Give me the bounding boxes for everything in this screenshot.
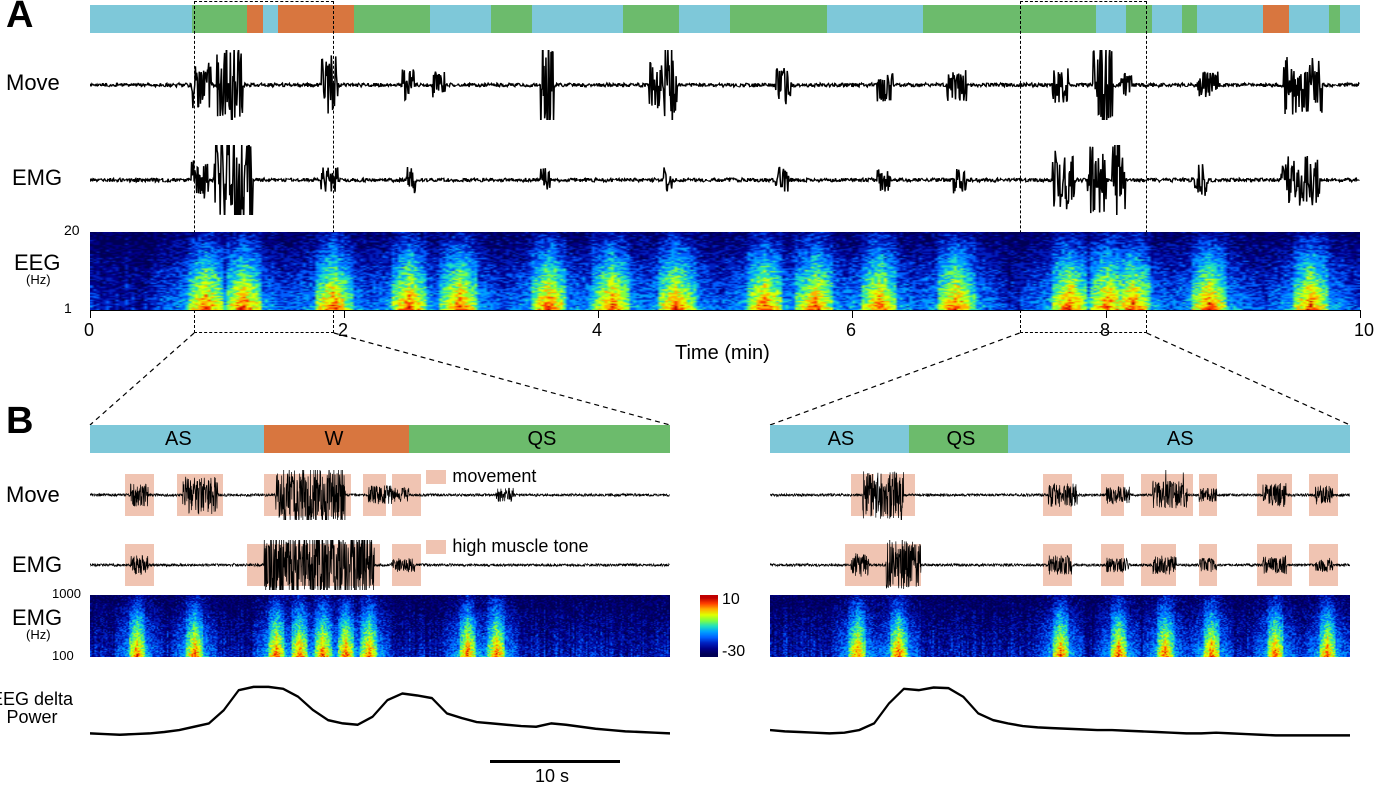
hypnogram-segment (278, 5, 354, 33)
emg-trace-B-right (770, 540, 1350, 590)
spectrogram (770, 595, 1350, 657)
state-label: QS (947, 428, 976, 451)
hypnogram-segment (247, 5, 262, 33)
label-move-b: Move (6, 482, 60, 508)
eeg-ytick: 1 (64, 300, 72, 316)
delta-right (770, 680, 1350, 750)
hypnogram-segment (730, 5, 827, 33)
hypnogram-segment (491, 5, 532, 33)
hypnogram-segment (1289, 5, 1330, 33)
label-emg-b: EMG (12, 552, 62, 578)
emg-s-ytick: 1000 (52, 586, 81, 601)
xtick-label: 8 (1100, 320, 1110, 341)
spectrogram (90, 595, 670, 657)
state-label: W (325, 428, 344, 451)
xtick-label: 10 (1354, 320, 1374, 341)
colorbar-top: 10 (722, 591, 740, 609)
hypnogram-segment (1182, 5, 1197, 33)
xtick (1360, 310, 1361, 318)
colorbar-bottom: -30 (722, 643, 745, 661)
scale-bar-label: 10 s (535, 766, 569, 787)
legend-hmt: high muscle tone (452, 536, 588, 557)
xtick (344, 310, 345, 318)
state-label: AS (828, 428, 855, 451)
xaxis-label: Time (min) (675, 342, 770, 365)
spectrogram (90, 232, 1360, 310)
hypnogram-segment (192, 5, 248, 33)
hypnogram-segment (90, 5, 192, 33)
hypnogram (770, 425, 1350, 453)
hypnogram-segment (1096, 5, 1126, 33)
panel-b-label: B (6, 400, 33, 443)
xtick (90, 310, 91, 318)
label-eeg-unit: (Hz) (26, 272, 51, 287)
figure-root: AMoveEMGEEG(Hz)1200246810Time (min)BASWQ… (0, 0, 1389, 789)
emg-trace-A (90, 145, 1360, 215)
hypnogram-segment (263, 5, 278, 33)
eeg-ytick: 20 (64, 222, 80, 238)
hypnogram (90, 5, 1360, 33)
panel-a-label: A (6, 0, 33, 37)
hypnogram-segment (827, 5, 924, 33)
hypnogram-segment (923, 5, 1096, 33)
hypnogram-segment (1126, 5, 1151, 33)
hypnogram-segment (354, 5, 430, 33)
xtick (1106, 310, 1107, 318)
state-label: QS (528, 428, 557, 451)
xtick (852, 310, 853, 318)
delta-left (90, 680, 670, 750)
hypnogram-segment (1152, 5, 1182, 33)
label-emg: EMG (12, 165, 62, 191)
legend-movement: movement (452, 466, 536, 487)
move-trace-A (90, 50, 1360, 120)
emg-s-ytick: 100 (52, 648, 74, 663)
xtick-label: 4 (592, 320, 602, 341)
colorbar (700, 595, 718, 657)
label-move: Move (6, 70, 60, 96)
scale-bar (490, 760, 620, 763)
xtick (598, 310, 599, 318)
hypnogram-segment (1197, 5, 1263, 33)
hypnogram-segment (430, 5, 491, 33)
label-delta: EEG deltaPower (0, 690, 82, 726)
state-label: AS (1167, 428, 1194, 451)
hypnogram-segment (679, 5, 730, 33)
xtick-label: 0 (84, 320, 94, 341)
xtick-label: 2 (338, 320, 348, 341)
label-emg-spectro-unit: (Hz) (26, 627, 51, 642)
hypnogram-segment (532, 5, 623, 33)
move-trace-B-left (90, 470, 670, 520)
hypnogram-segment (1340, 5, 1360, 33)
move-trace-B-right (770, 470, 1350, 520)
x-axis-line (90, 310, 1360, 311)
state-label: AS (165, 428, 192, 451)
hypnogram-segment (623, 5, 679, 33)
xtick-label: 6 (846, 320, 856, 341)
hypnogram-segment (1329, 5, 1339, 33)
hypnogram-segment (1263, 5, 1288, 33)
